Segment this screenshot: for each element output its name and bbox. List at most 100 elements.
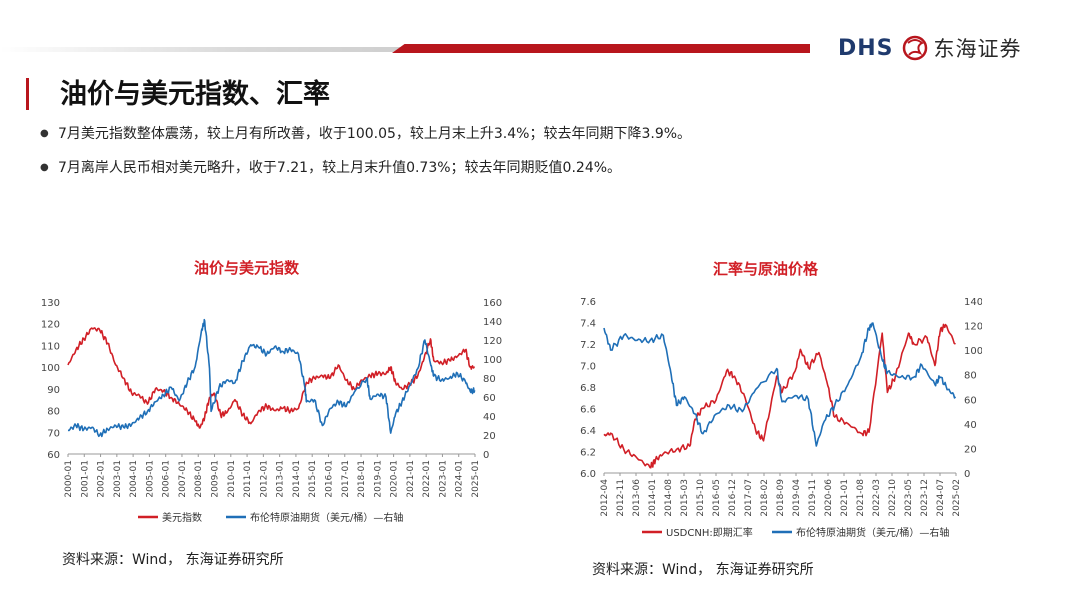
- right-axis-tick: 140: [964, 297, 982, 308]
- left-axis-tick: 100: [41, 363, 60, 374]
- x-axis-tick: 2020-06: [824, 479, 834, 517]
- left-axis-tick: 7.2: [580, 340, 596, 351]
- x-axis-tick: 2023-12: [920, 479, 930, 517]
- left-axis-tick: 6.0: [580, 469, 596, 480]
- x-axis-tick: 2022-01: [422, 460, 432, 498]
- x-axis-tick: 2002-01: [97, 460, 107, 498]
- logo-cn-text: 东海证券: [933, 37, 1022, 61]
- right-axis-tick: 0: [964, 469, 970, 480]
- right-axis-tick: 60: [483, 393, 496, 404]
- x-axis-tick: 2023-05: [904, 479, 914, 517]
- right-axis-tick: 120: [483, 336, 502, 347]
- left-axis-tick: 80: [47, 407, 60, 418]
- x-axis-tick: 2022-10: [888, 479, 898, 517]
- x-axis-tick: 2004-01: [129, 460, 139, 498]
- legend-label: 布伦特原油期货（美元/桶）—右轴: [250, 511, 403, 524]
- top-accent-bar: [0, 44, 810, 53]
- x-axis-tick: 2015-03: [680, 479, 690, 517]
- left-axis-tick: 90: [47, 385, 60, 396]
- title-accent: [26, 78, 29, 110]
- left-axis-tick: 130: [41, 298, 60, 309]
- page-title: 油价与美元指数、汇率: [60, 79, 330, 110]
- company-logo: DHS 东海证券: [838, 30, 1022, 66]
- x-axis-tick: 2023-01: [438, 460, 448, 498]
- left-axis-tick: 7.0: [580, 362, 596, 373]
- right-axis-tick: 20: [483, 431, 496, 442]
- right-axis-tick: 80: [483, 374, 496, 385]
- x-axis-tick: 2014-08: [664, 479, 674, 517]
- bullet-item: 7月离岸人民币相对美元略升，收于7.21，较上月末升值0.73%；较去年同期贬值…: [40, 158, 691, 178]
- legend-label: 布伦特原油期货（美元/桶）—右轴: [796, 526, 949, 539]
- right-axis-tick: 80: [964, 371, 977, 382]
- x-axis-tick: 2016-05: [712, 479, 722, 517]
- x-axis-tick: 2018-01: [357, 460, 367, 498]
- chart1-title: 油价与美元指数: [194, 259, 300, 277]
- x-axis-tick: 2012-01: [259, 460, 269, 498]
- x-axis-tick: 2016-01: [324, 460, 334, 498]
- x-axis-tick: 2025-02: [952, 479, 962, 517]
- right-axis-tick: 40: [964, 420, 977, 431]
- x-axis-tick: 2012-11: [616, 479, 626, 517]
- series-line-red: [603, 323, 956, 469]
- x-axis-tick: 2024-07: [936, 479, 946, 517]
- summary-bullets: 7月美元指数整体震荡，较上月有所改善，收于100.05，较上月末上升3.4%；较…: [40, 124, 691, 192]
- x-axis-tick: 2007-01: [178, 460, 188, 498]
- dragon-icon: [902, 35, 927, 61]
- x-axis-tick: 2024-01: [455, 460, 465, 498]
- x-axis-tick: 2012-04: [600, 479, 610, 517]
- x-axis-tick: 2018-02: [760, 479, 770, 517]
- x-axis-tick: 2003-01: [113, 460, 123, 498]
- x-axis-tick: 2021-01: [840, 479, 850, 517]
- left-axis-tick: 70: [47, 428, 60, 439]
- left-axis-tick: 6.4: [580, 426, 596, 437]
- chart-fx-oil: 6.0 6.2 6.4 6.6 6.8 7.0 7.2 7.4 7.6 0 20 40 60 80 100 1…: [580, 297, 982, 539]
- legend-label: 美元指数: [162, 511, 202, 524]
- chart2-source: 资料来源：Wind， 东海证券研究所: [592, 562, 814, 578]
- right-axis-tick: 20: [964, 444, 977, 455]
- chart1-source: 资料来源：Wind， 东海证券研究所: [62, 552, 284, 568]
- bullet-item: 7月美元指数整体震荡，较上月有所改善，收于100.05，较上月末上升3.4%；较…: [40, 124, 691, 144]
- top-bar-grey: [0, 47, 400, 52]
- x-axis-tick: 2019-04: [792, 479, 802, 517]
- x-axis-tick: 2021-08: [856, 479, 866, 517]
- left-axis-tick: 120: [41, 320, 60, 331]
- right-axis-tick: 120: [964, 322, 982, 333]
- x-axis-tick: 2025-01: [471, 460, 481, 498]
- right-axis-tick: 40: [483, 412, 496, 423]
- x-axis-tick: 2017-01: [341, 460, 351, 498]
- left-axis-tick: 6.6: [580, 405, 596, 416]
- x-axis-tick: 2008-01: [194, 460, 204, 498]
- x-axis-tick: 2010-01: [227, 460, 237, 498]
- x-axis-tick: 2015-10: [696, 479, 706, 517]
- x-axis-tick: 2018-09: [776, 479, 786, 517]
- x-axis-tick: 2020-01: [390, 460, 400, 498]
- left-axis-tick: 110: [41, 341, 60, 352]
- series-line-blue: [603, 322, 957, 447]
- x-axis-tick: 2014-01: [292, 460, 302, 498]
- right-axis-tick: 160: [483, 298, 502, 309]
- right-axis-tick: 140: [483, 317, 502, 328]
- x-axis-tick: 2013-06: [632, 479, 642, 517]
- x-axis-tick: 2016-12: [728, 479, 738, 517]
- x-axis-tick: 2013-01: [276, 460, 286, 498]
- left-axis-tick: 6.2: [580, 448, 596, 459]
- x-axis-tick: 2022-03: [872, 479, 882, 517]
- x-axis-tick: 2005-01: [145, 460, 155, 498]
- left-axis-tick: 7.4: [580, 319, 596, 330]
- right-axis-tick: 60: [964, 395, 977, 406]
- right-axis-tick: 100: [483, 355, 502, 366]
- x-axis-tick: 2001-01: [80, 460, 90, 498]
- right-axis-tick: 0: [483, 450, 489, 461]
- chart2-title: 汇率与原油价格: [713, 260, 819, 278]
- left-axis-tick: 7.6: [580, 297, 596, 308]
- x-axis-tick: 2006-01: [162, 460, 172, 498]
- x-axis-tick: 2015-01: [308, 460, 318, 498]
- right-axis-tick: 100: [964, 346, 982, 357]
- left-axis-tick: 60: [47, 450, 60, 461]
- x-axis-tick: 2000-01: [64, 460, 74, 498]
- logo-text: DHS: [838, 35, 894, 61]
- x-axis-tick: 2019-01: [373, 460, 383, 498]
- chart-oil-dxy: 60 70 80 90 100 110 120 130 0 20 40 60 80 100 120 140 16…: [41, 298, 502, 524]
- x-axis-tick: 2014-01: [648, 479, 658, 517]
- series-line-red: [67, 327, 475, 429]
